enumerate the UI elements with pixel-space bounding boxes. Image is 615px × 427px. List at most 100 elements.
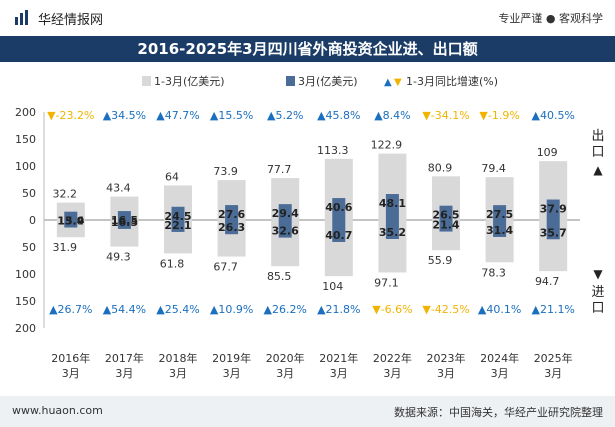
export-month-label: 27.5 (486, 208, 513, 221)
y-tick-label: 100 (15, 160, 36, 173)
import-growth-label: ▲25.4% (156, 303, 199, 316)
export-month-bar (117, 211, 131, 220)
export-growth-label: ▼-1.9% (479, 109, 519, 122)
export-ytd-label: 73.9 (213, 165, 238, 178)
x-tick-label-year: 2020年 (266, 351, 305, 365)
export-month-label: 15.4 (57, 215, 84, 228)
website-link[interactable]: www.huaon.com (12, 404, 103, 417)
export-month-label: 24.5 (164, 210, 191, 223)
x-tick-label-month: 3月 (330, 367, 348, 380)
x-tick-label-year: 2018年 (159, 351, 198, 365)
export-month-label: 37.9 (540, 203, 567, 216)
y-tick-label: 150 (15, 133, 36, 146)
x-tick-label-month: 3月 (62, 367, 80, 380)
import-side-marker: ▼ (593, 267, 603, 281)
export-ytd-label: 64 (165, 170, 179, 183)
import-month-label: 31.4 (486, 224, 513, 237)
export-growth-label: ▲45.8% (317, 109, 360, 122)
export-month-bar (385, 194, 399, 220)
import-month-bar (225, 220, 239, 235)
import-month-label: 22.1 (164, 219, 191, 232)
x-tick-label-year: 2023年 (427, 351, 466, 365)
side-labels: 出口▲▼进口 (591, 129, 604, 316)
import-growth-label: ▲26.2% (263, 303, 306, 316)
legend-up-marker: ▲ (384, 77, 392, 88)
export-side-marker: ▲ (593, 163, 603, 177)
export-month-bar (332, 198, 346, 220)
export-month-label: 29.4 (272, 207, 299, 220)
export-growth-label: ▲47.7% (156, 109, 199, 122)
x-tick-label-month: 3月 (437, 367, 455, 380)
import-month-label: 16.5 (111, 216, 138, 229)
top-bar: 华经情报网 专业严谨 ● 客观科学 (0, 0, 615, 36)
import-ytd-label: 94.7 (535, 275, 560, 288)
export-month-bar (439, 205, 453, 220)
export-month-label: 48.1 (379, 197, 406, 210)
footer: www.huaon.com 数据来源：中国海关，华经产业研究院整理 (0, 396, 615, 427)
export-growth-label: ▲5.2% (267, 109, 303, 122)
import-ytd-label: 97.1 (374, 276, 399, 289)
import-ytd-label: 61.8 (160, 257, 185, 270)
y-tick-label: 0 (29, 214, 36, 227)
legend-label-growth: 1-3月同比增速(%) (406, 74, 498, 88)
legend-marker-month (286, 76, 295, 86)
import-growth-label: ▲40.1% (478, 303, 521, 316)
import-ytd-label: 67.7 (213, 261, 238, 274)
import-month-bar (439, 220, 453, 232)
export-side-label: 口 (591, 145, 604, 160)
y-tick-label: 100 (15, 268, 36, 281)
x-tick-label-year: 2019年 (212, 351, 251, 365)
import-month-bar (117, 220, 131, 229)
import-growth-label: ▲21.8% (317, 303, 360, 316)
y-tick-label: 200 (15, 322, 36, 335)
import-month-label: 35.7 (540, 226, 567, 239)
import-growth-label: ▲10.9% (210, 303, 253, 316)
export-ytd-label: 109 (537, 146, 558, 159)
x-tick-label-year: 2025年 (534, 351, 573, 365)
export-ytd-label: 79.4 (481, 162, 506, 175)
export-month-bar (225, 205, 239, 220)
x-tick-label-month: 3月 (223, 367, 241, 380)
legend-label-month: 3月(亿美元) (298, 75, 358, 88)
x-tick-label-month: 3月 (115, 367, 133, 380)
export-growth-label: ▲40.5% (531, 109, 574, 122)
import-month-label: 35.2 (379, 226, 406, 239)
export-month-bar (546, 199, 560, 220)
export-growth-label: ▲34.5% (103, 109, 146, 122)
x-tick-label-month: 3月 (544, 367, 562, 380)
x-tick-label-month: 3月 (276, 367, 294, 380)
import-month-label: 26.3 (218, 221, 245, 234)
import-month-bar (546, 220, 560, 240)
export-month-bar (493, 205, 507, 220)
y-tick-label: 150 (15, 295, 36, 308)
export-growth-label: ▲8.4% (374, 109, 410, 122)
import-month-label: 13.9 (57, 215, 84, 228)
import-month-label: 32.6 (272, 225, 299, 238)
chart-title: 2016-2025年3月四川省外商投资企业进、出口额 (0, 36, 615, 62)
export-month-bar (171, 206, 185, 220)
import-growth-label: ▲54.4% (103, 303, 146, 316)
import-ytd-label: 49.3 (106, 251, 131, 264)
y-axis: 200 150 100 50 0 50 100 150 200 (15, 106, 45, 335)
export-month-bar (64, 211, 78, 220)
import-month-bar (493, 220, 507, 237)
export-growth-label: ▼-34.1% (422, 109, 469, 122)
export-side-label: 出 (591, 129, 604, 144)
import-ytd-label: 104 (322, 280, 343, 293)
export-ytd-bar (56, 202, 85, 220)
import-month-bar (278, 220, 292, 238)
x-tick-label-month: 3月 (491, 367, 509, 380)
export-month-bar (278, 204, 292, 220)
y-tick-label: 50 (22, 187, 36, 200)
import-ytd-bar (56, 220, 85, 238)
import-side-label: 口 (591, 301, 604, 316)
export-month-label: 40.6 (325, 201, 352, 214)
bar-chart-logo-icon (15, 10, 28, 25)
legend-down-marker: ▼ (394, 77, 402, 88)
export-ytd-bar (110, 196, 139, 220)
import-month-bar (332, 220, 346, 242)
export-month-label: 26.5 (432, 209, 459, 222)
export-ytd-label: 113.3 (317, 144, 349, 157)
export-ytd-label: 122.9 (371, 139, 403, 152)
x-tick-label-year: 2017年 (105, 351, 144, 365)
